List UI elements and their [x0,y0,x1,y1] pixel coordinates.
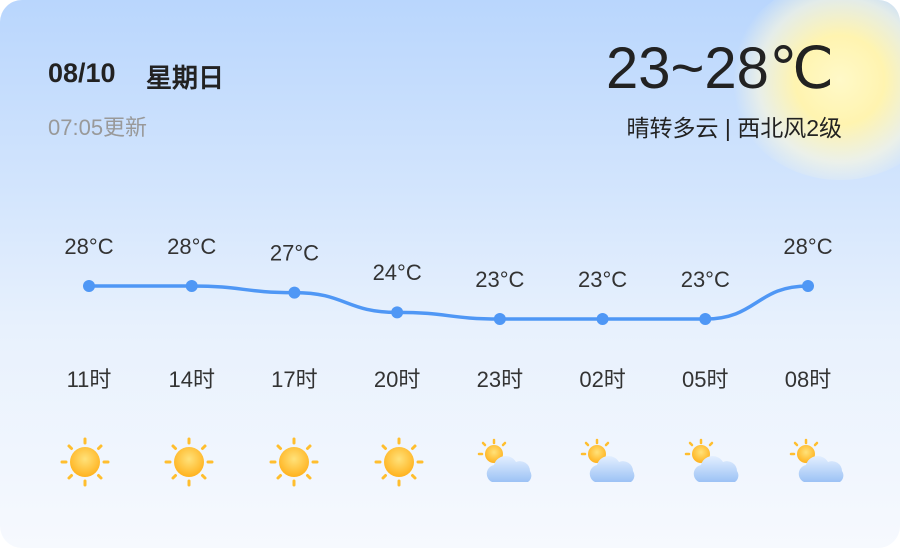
temp-point [699,313,712,325]
temp-point [83,280,95,292]
temp-line [88,284,809,321]
hour-label: 05时 [682,367,728,392]
temp-point [493,313,506,325]
temp-point [802,280,814,292]
temp-point [596,313,609,325]
hour-label: 08时 [785,367,831,392]
temp-label: 27°C [270,240,319,265]
sunny-icon [60,437,110,487]
sunny-icon [164,437,214,487]
temp-label: 28°C [64,234,113,259]
temp-label: 23°C [681,267,730,292]
temp-label: 23°C [578,267,627,292]
temp-label: 23°C [475,267,524,292]
temp-label: 28°C [167,234,216,259]
hour-label: 11时 [67,367,112,392]
sunny-icon [374,437,424,487]
cloudy-icon [789,438,845,484]
cloudy-icon [580,438,636,484]
weather-description: 晴转多云 | 西北风2级 [626,115,842,141]
weather-icons [60,437,845,487]
sunny-icon [269,437,319,487]
temp-label: 28°C [783,234,832,259]
hour-label: 17时 [271,367,317,392]
temp-point [288,286,301,299]
temp-point [185,280,198,292]
date: 08/10 [48,58,116,88]
hour-label: 14时 [168,367,214,392]
weekday: 星期日 [146,63,225,93]
hour-label: 23时 [477,367,523,392]
cloudy-icon [477,438,533,484]
temp-point [391,306,404,319]
update-time: 07:05更新 [48,115,148,140]
temp-label: 24°C [373,260,422,285]
temp-range: 23~28℃ [605,36,834,101]
hour-label: 20时 [374,367,420,392]
cloudy-icon [684,438,740,484]
hour-label: 02时 [579,367,625,392]
